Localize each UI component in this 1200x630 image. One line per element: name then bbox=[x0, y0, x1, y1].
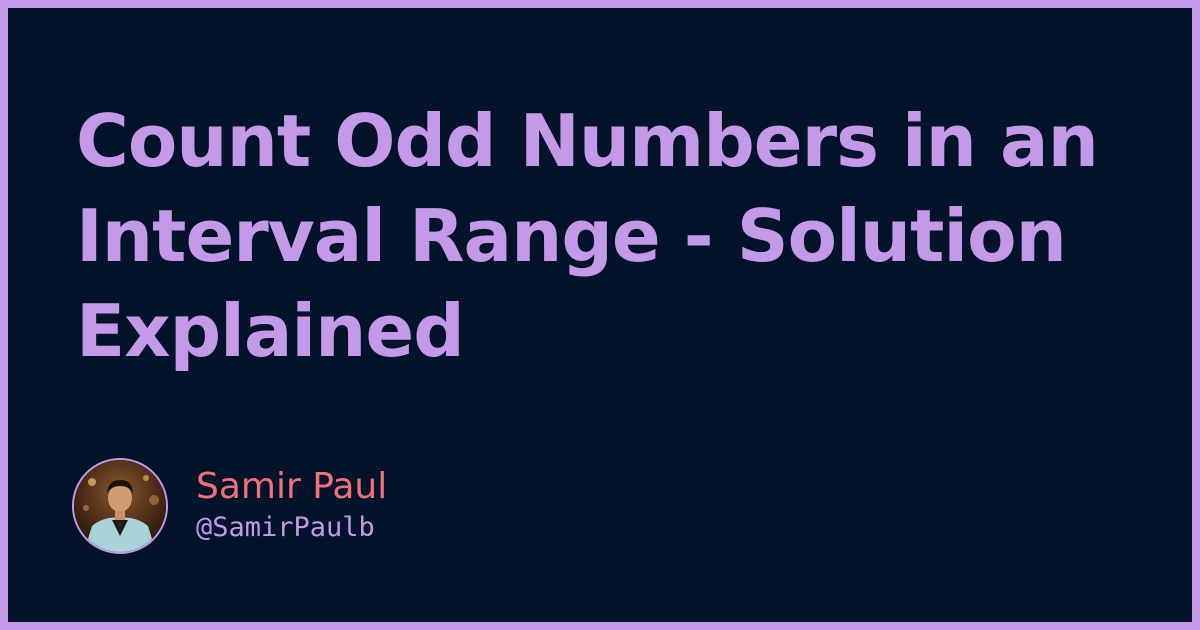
author-name: Samir Paul bbox=[196, 466, 388, 507]
social-card: Count Odd Numbers in an Interval Range -… bbox=[8, 8, 1192, 622]
author-text: Samir Paul @SamirPaulb bbox=[196, 466, 387, 546]
author-handle: @SamirPaulb bbox=[196, 512, 375, 543]
author-avatar bbox=[72, 458, 168, 554]
post-title: Count Odd Numbers in an Interval Range -… bbox=[76, 99, 1099, 373]
avatar-photo-icon bbox=[74, 460, 166, 552]
author-block: Samir Paul @SamirPaulb bbox=[72, 458, 387, 554]
